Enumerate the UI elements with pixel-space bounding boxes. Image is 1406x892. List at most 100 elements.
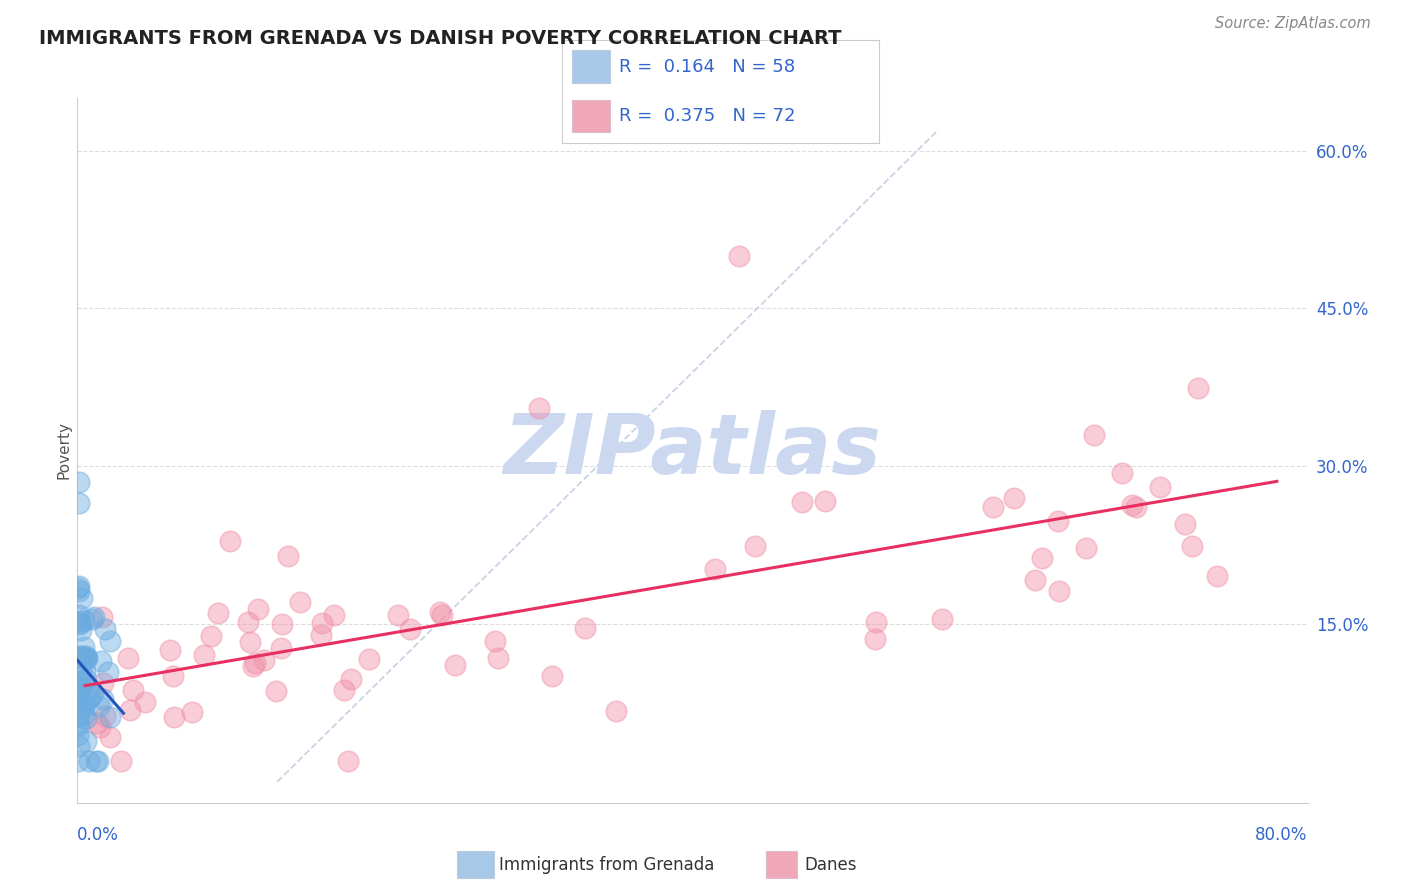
Point bbox=[75, 648, 97, 663]
Point bbox=[98, 730, 121, 744]
Point bbox=[117, 651, 139, 665]
Point bbox=[67, 579, 90, 593]
Point bbox=[90, 609, 112, 624]
Point bbox=[75, 672, 97, 686]
Point bbox=[1149, 480, 1171, 494]
Point bbox=[163, 710, 186, 724]
Point bbox=[1174, 517, 1197, 532]
Point bbox=[727, 249, 749, 263]
Point bbox=[1125, 500, 1147, 514]
Text: Danes: Danes bbox=[804, 856, 856, 874]
Text: 0.0%: 0.0% bbox=[77, 826, 120, 844]
Point bbox=[311, 616, 333, 631]
Point bbox=[67, 728, 90, 742]
Text: 80.0%: 80.0% bbox=[1256, 826, 1308, 844]
Point bbox=[1206, 569, 1229, 583]
Point bbox=[193, 648, 215, 662]
Point bbox=[309, 628, 332, 642]
Point bbox=[67, 614, 90, 628]
Point bbox=[67, 708, 90, 723]
Point bbox=[541, 669, 564, 683]
Point bbox=[72, 698, 94, 712]
Point bbox=[77, 691, 100, 706]
Point bbox=[245, 656, 267, 670]
Text: IMMIGRANTS FROM GRENADA VS DANISH POVERTY CORRELATION CHART: IMMIGRANTS FROM GRENADA VS DANISH POVERT… bbox=[39, 29, 842, 47]
Point bbox=[323, 608, 346, 623]
Point bbox=[98, 634, 121, 648]
Point bbox=[67, 608, 90, 623]
Point bbox=[87, 754, 110, 768]
FancyBboxPatch shape bbox=[572, 100, 610, 132]
Point bbox=[1083, 427, 1105, 442]
Point bbox=[79, 754, 101, 768]
Point bbox=[69, 700, 91, 714]
Point bbox=[357, 652, 380, 666]
Point bbox=[246, 602, 269, 616]
Point bbox=[253, 653, 276, 667]
Point bbox=[444, 657, 467, 672]
Point bbox=[94, 708, 117, 723]
Point bbox=[1024, 574, 1046, 588]
Point bbox=[1047, 583, 1070, 598]
Point bbox=[387, 607, 409, 622]
Point bbox=[744, 539, 766, 553]
Point bbox=[219, 533, 242, 548]
Point bbox=[67, 584, 90, 599]
Point bbox=[1181, 539, 1204, 553]
Point bbox=[67, 683, 90, 698]
Point bbox=[340, 672, 363, 686]
Point bbox=[120, 703, 142, 717]
Point bbox=[110, 754, 132, 768]
Point bbox=[264, 684, 287, 698]
Point bbox=[704, 562, 727, 576]
Point bbox=[337, 754, 360, 768]
Point bbox=[67, 648, 90, 663]
Point bbox=[67, 688, 90, 702]
Point bbox=[1002, 491, 1025, 505]
Point bbox=[75, 733, 97, 747]
Point bbox=[67, 581, 90, 595]
Point bbox=[159, 642, 181, 657]
Point bbox=[75, 650, 97, 665]
Text: Source: ZipAtlas.com: Source: ZipAtlas.com bbox=[1215, 16, 1371, 31]
Point bbox=[67, 754, 90, 768]
Point bbox=[73, 613, 96, 627]
Point bbox=[75, 711, 97, 725]
Point bbox=[981, 500, 1004, 515]
Point bbox=[1111, 466, 1133, 480]
Point bbox=[67, 716, 90, 731]
Point bbox=[486, 651, 509, 665]
Point bbox=[1046, 514, 1069, 528]
Point bbox=[80, 611, 103, 625]
Point bbox=[82, 687, 104, 701]
Point bbox=[69, 615, 91, 630]
Point bbox=[200, 629, 222, 643]
Point bbox=[89, 720, 111, 734]
Point bbox=[69, 665, 91, 679]
Point bbox=[277, 549, 299, 564]
Point bbox=[73, 640, 96, 654]
Point bbox=[98, 710, 121, 724]
Point bbox=[89, 698, 111, 713]
Point bbox=[67, 669, 90, 683]
Y-axis label: Poverty: Poverty bbox=[56, 421, 72, 480]
Point bbox=[238, 615, 260, 630]
Point bbox=[290, 594, 312, 608]
Point bbox=[67, 496, 90, 510]
Point bbox=[162, 668, 184, 682]
Point bbox=[432, 608, 454, 623]
Text: Immigrants from Grenada: Immigrants from Grenada bbox=[499, 856, 714, 874]
Point bbox=[67, 475, 90, 489]
Text: R =  0.164   N = 58: R = 0.164 N = 58 bbox=[619, 58, 796, 76]
Point bbox=[72, 699, 94, 714]
Point bbox=[181, 705, 204, 719]
Point bbox=[72, 673, 94, 688]
Point bbox=[790, 495, 813, 509]
Point bbox=[86, 716, 108, 731]
Point bbox=[239, 634, 262, 648]
Point bbox=[69, 623, 91, 637]
Point bbox=[398, 622, 420, 636]
Point bbox=[605, 704, 627, 718]
Point bbox=[1187, 381, 1209, 395]
Point bbox=[67, 696, 90, 710]
